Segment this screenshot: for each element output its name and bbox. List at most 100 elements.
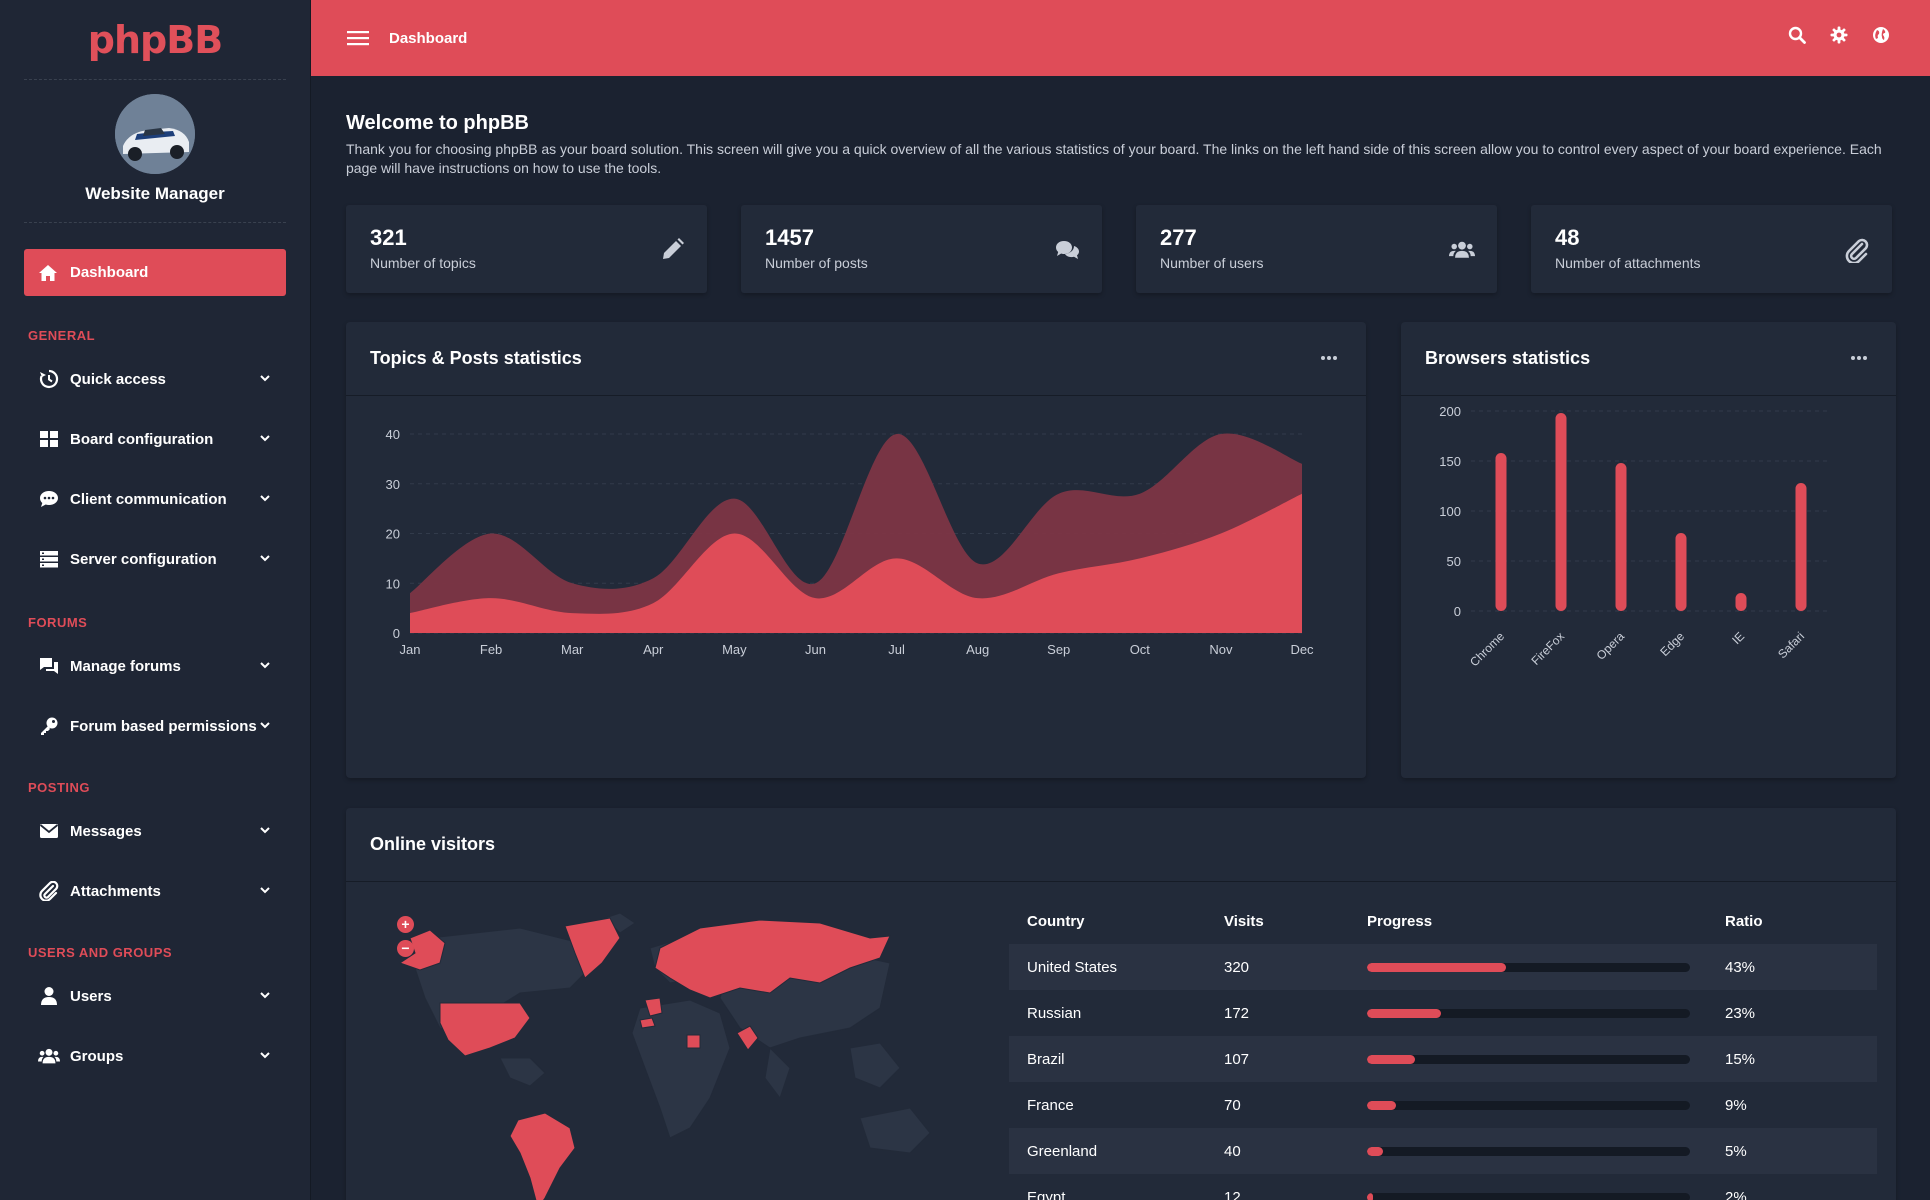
progress-fill — [1367, 1008, 1442, 1018]
cell-ratio: 15% — [1725, 1050, 1756, 1068]
y-tick-label: 100 — [1439, 504, 1461, 519]
x-tick-label: Nov — [1209, 642, 1233, 657]
y-tick-label: 0 — [393, 626, 400, 641]
cell-progress — [1367, 1054, 1725, 1064]
x-tick-label: Jan — [400, 642, 421, 657]
cell-visits: 70 — [1224, 1096, 1241, 1114]
gear-icon[interactable] — [1830, 26, 1848, 44]
table-row[interactable]: Russian 172 23% — [1009, 990, 1877, 1036]
nav-board-configuration[interactable]: Board configuration — [0, 409, 310, 469]
y-tick-label: 40 — [386, 427, 400, 442]
table-row[interactable]: Egypt 12 2% — [1009, 1174, 1877, 1200]
globe-icon[interactable] — [1872, 26, 1890, 44]
bar-firefox — [1555, 413, 1567, 611]
cell-country: Brazil — [1027, 1050, 1065, 1068]
user-icon — [38, 985, 60, 1007]
y-tick-label: 150 — [1439, 454, 1461, 469]
stat-label: Number of users — [1160, 255, 1264, 271]
x-tick-label: Chrome — [1467, 629, 1507, 669]
nav-quick-access[interactable]: Quick access — [0, 349, 310, 409]
chevron-down-icon — [260, 887, 270, 894]
history-icon — [38, 368, 60, 390]
col-progress[interactable]: Progress — [1367, 912, 1433, 930]
more-options-icon[interactable] — [1320, 355, 1338, 361]
col-country[interactable]: Country — [1027, 912, 1085, 930]
nav-groups[interactable]: Groups — [0, 1026, 310, 1086]
progress-fill — [1367, 1100, 1397, 1110]
stat-card-attachments[interactable]: 48 Number of attachments — [1531, 205, 1892, 293]
cell-visits: 172 — [1224, 1004, 1250, 1022]
nav-attachments[interactable]: Attachments — [0, 861, 310, 921]
y-tick-label: 200 — [1439, 404, 1461, 419]
chevron-down-icon — [260, 722, 270, 729]
bar-chrome — [1495, 453, 1507, 611]
welcome-title: Welcome to phpBB — [346, 112, 529, 134]
cell-country: France — [1027, 1096, 1074, 1114]
nav-messages[interactable]: Messages — [0, 801, 310, 861]
nav-messages-label: Messages — [70, 822, 142, 840]
stat-value: 321 — [370, 225, 407, 250]
paperclip-icon — [38, 880, 60, 902]
cell-progress — [1367, 1100, 1725, 1110]
logo[interactable]: phpBB — [24, 0, 286, 80]
menu-toggle-icon[interactable] — [347, 27, 369, 49]
world-map-svg — [398, 912, 931, 1200]
col-visits[interactable]: Visits — [1224, 912, 1264, 930]
progress-bar — [1367, 962, 1690, 972]
y-tick-label: 10 — [386, 576, 400, 591]
bar-opera — [1615, 463, 1627, 611]
nav-users[interactable]: Users — [0, 966, 310, 1026]
online-visitors-card: Online visitors + − — [346, 808, 1896, 1200]
x-tick-label: Sep — [1047, 642, 1070, 657]
nav-dashboard[interactable]: Dashboard — [24, 249, 286, 296]
zoom-in-button[interactable]: + — [397, 916, 414, 933]
x-tick-label: Apr — [643, 642, 664, 657]
progress-fill — [1367, 1054, 1416, 1064]
bar-ie — [1735, 593, 1747, 611]
stat-card-posts[interactable]: 1457 Number of posts — [741, 205, 1102, 293]
visitors-table: Country Visits Progress Ratio United Sta… — [1009, 898, 1877, 1200]
nav-attachments-label: Attachments — [70, 882, 161, 900]
topbar: Dashboard — [311, 0, 1930, 76]
paperclip-icon — [1845, 238, 1869, 263]
table-row[interactable]: Brazil 107 15% — [1009, 1036, 1877, 1082]
table-row[interactable]: United States 320 43% — [1009, 944, 1877, 990]
x-tick-label: Safari — [1775, 629, 1807, 661]
area-series-1 — [410, 493, 1302, 633]
nav-client-communication[interactable]: Client communication — [0, 469, 310, 529]
nav-server-configuration[interactable]: Server configuration — [0, 529, 310, 589]
stat-card-users[interactable]: 277 Number of users — [1136, 205, 1497, 293]
avatar[interactable] — [115, 94, 195, 174]
cell-progress — [1367, 962, 1725, 972]
search-icon[interactable] — [1788, 26, 1806, 44]
top-actions — [1788, 26, 1890, 44]
forum-icon — [38, 655, 60, 677]
nav-manage-forums[interactable]: Manage forums — [0, 636, 310, 696]
world-map[interactable]: + − — [370, 908, 970, 1200]
nav-section-users-and-groups: USERS AND GROUPS — [28, 945, 173, 960]
x-tick-label: Oct — [1130, 642, 1151, 657]
cell-ratio: 23% — [1725, 1004, 1756, 1022]
cell-country: Greenland — [1027, 1142, 1098, 1160]
nav-forum-based-permissions[interactable]: Forum based permissions — [0, 696, 310, 756]
table-row[interactable]: France 70 9% — [1009, 1082, 1877, 1128]
col-ratio[interactable]: Ratio — [1725, 912, 1763, 930]
browsers-chart: 0 50 100 150 200 Chrome FireFox Opera Edge IE Safa… — [1439, 404, 1831, 669]
zoom-out-button[interactable]: − — [397, 940, 414, 957]
key-icon — [38, 715, 60, 737]
stat-card-topics[interactable]: 321 Number of topics — [346, 205, 707, 293]
card-title: Browsers statistics — [1425, 348, 1591, 368]
table-row[interactable]: Greenland 40 5% — [1009, 1128, 1877, 1174]
stat-value: 277 — [1160, 225, 1197, 250]
card-header: Browsers statistics — [1401, 322, 1896, 396]
x-tick-label: Jul — [888, 642, 905, 657]
stat-label: Number of posts — [765, 255, 868, 271]
nav-client-communication-label: Client communication — [70, 490, 227, 508]
server-icon — [38, 548, 60, 570]
progress-bar — [1367, 1100, 1690, 1110]
topics-posts-chart: 0 10 20 30 40 Jan Feb Mar Apr May Jun Jul Aug Sep Oct N… — [386, 427, 1315, 657]
more-options-icon[interactable] — [1850, 355, 1868, 361]
browsers-card: Browsers statistics 0 50 100 150 200 Chrome Fi… — [1401, 322, 1896, 778]
cell-ratio: 9% — [1725, 1096, 1747, 1114]
progress-bar — [1367, 1054, 1690, 1064]
